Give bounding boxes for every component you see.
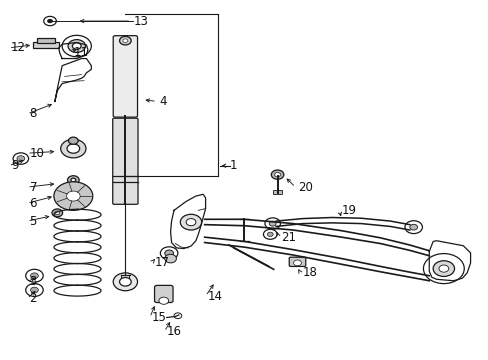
Circle shape bbox=[119, 36, 131, 45]
Text: 5: 5 bbox=[30, 215, 37, 228]
Text: 14: 14 bbox=[207, 289, 223, 303]
Text: 17: 17 bbox=[154, 256, 169, 269]
Circle shape bbox=[67, 176, 79, 184]
Text: 11: 11 bbox=[73, 46, 88, 59]
Circle shape bbox=[113, 273, 137, 291]
FancyBboxPatch shape bbox=[37, 38, 55, 43]
Text: 21: 21 bbox=[281, 231, 295, 244]
Text: 13: 13 bbox=[133, 14, 148, 27]
Circle shape bbox=[180, 214, 201, 230]
Circle shape bbox=[293, 260, 301, 266]
Text: 10: 10 bbox=[30, 147, 44, 160]
Circle shape bbox=[159, 297, 168, 304]
Circle shape bbox=[164, 250, 173, 256]
Text: 16: 16 bbox=[166, 325, 182, 338]
FancyBboxPatch shape bbox=[154, 285, 173, 302]
Text: 4: 4 bbox=[159, 95, 166, 108]
FancyBboxPatch shape bbox=[113, 118, 138, 204]
Circle shape bbox=[274, 172, 280, 177]
Circle shape bbox=[119, 278, 131, 286]
FancyBboxPatch shape bbox=[288, 257, 305, 266]
Text: 1: 1 bbox=[229, 159, 237, 172]
Text: 15: 15 bbox=[152, 311, 166, 324]
Text: 6: 6 bbox=[30, 197, 37, 210]
Circle shape bbox=[26, 284, 43, 296]
Circle shape bbox=[54, 182, 93, 210]
Circle shape bbox=[30, 273, 38, 279]
Circle shape bbox=[160, 247, 178, 260]
Circle shape bbox=[122, 39, 127, 42]
Circle shape bbox=[30, 287, 38, 293]
Circle shape bbox=[264, 218, 280, 229]
Text: 19: 19 bbox=[341, 204, 356, 217]
Circle shape bbox=[55, 211, 60, 215]
Circle shape bbox=[271, 170, 284, 179]
Text: 8: 8 bbox=[30, 107, 37, 120]
Circle shape bbox=[438, 265, 448, 272]
Circle shape bbox=[26, 269, 43, 282]
Text: 3: 3 bbox=[30, 275, 37, 288]
Text: 20: 20 bbox=[297, 181, 312, 194]
Circle shape bbox=[267, 232, 273, 237]
Circle shape bbox=[164, 254, 176, 263]
Circle shape bbox=[67, 144, 80, 153]
Circle shape bbox=[269, 221, 276, 226]
FancyBboxPatch shape bbox=[113, 36, 137, 117]
Circle shape bbox=[68, 40, 85, 53]
Circle shape bbox=[13, 153, 29, 164]
Circle shape bbox=[47, 19, 53, 23]
FancyBboxPatch shape bbox=[33, 42, 59, 48]
Circle shape bbox=[186, 219, 196, 226]
Circle shape bbox=[17, 156, 25, 161]
Text: 2: 2 bbox=[30, 292, 37, 305]
Circle shape bbox=[409, 224, 417, 230]
Circle shape bbox=[52, 209, 62, 217]
Circle shape bbox=[62, 35, 91, 57]
Text: 9: 9 bbox=[11, 159, 19, 172]
Circle shape bbox=[72, 43, 81, 49]
Circle shape bbox=[71, 178, 76, 182]
Circle shape bbox=[68, 137, 78, 144]
Circle shape bbox=[423, 253, 463, 284]
FancyBboxPatch shape bbox=[273, 190, 282, 194]
Text: 18: 18 bbox=[302, 266, 317, 279]
Circle shape bbox=[174, 313, 182, 319]
Circle shape bbox=[66, 191, 80, 201]
Circle shape bbox=[432, 261, 454, 276]
Text: 7: 7 bbox=[30, 181, 37, 194]
Text: 12: 12 bbox=[11, 41, 26, 54]
Circle shape bbox=[404, 221, 422, 234]
Circle shape bbox=[61, 139, 86, 158]
Circle shape bbox=[43, 17, 56, 26]
Circle shape bbox=[263, 229, 277, 239]
